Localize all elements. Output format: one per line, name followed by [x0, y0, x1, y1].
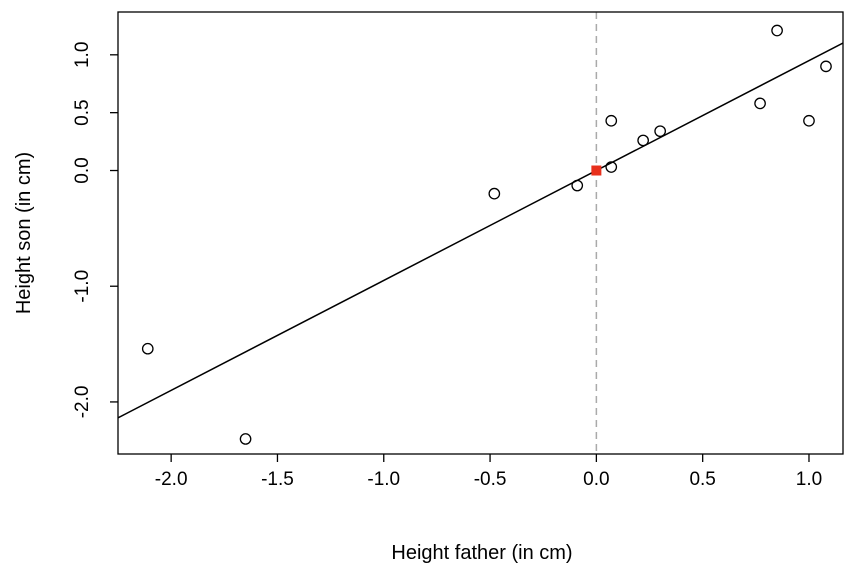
x-tick-label: 0.5	[689, 469, 715, 490]
x-tick-label: 1.0	[796, 469, 822, 490]
data-point	[239, 433, 252, 445]
data-point	[654, 125, 667, 138]
x-tick-label: 0.0	[583, 469, 609, 490]
data-point	[637, 134, 649, 147]
data-point	[771, 24, 783, 37]
x-tick-label: -1.5	[261, 469, 294, 490]
x-tick-label: -0.5	[474, 469, 507, 490]
x-axis-title: Height father (in cm)	[391, 542, 572, 564]
data-point	[820, 60, 832, 73]
data-point	[488, 187, 501, 200]
y-axis-title: Height son (in cm)	[13, 152, 35, 314]
y-tick-label: -1.0	[72, 270, 93, 303]
x-tick-label: -2.0	[155, 469, 188, 490]
y-tick-label: 0.0	[72, 157, 93, 183]
x-axis: -2.0 -1.5 -1.0 -0.5 0.0 0.5 1.0	[155, 454, 822, 490]
plot-frame	[117, 11, 844, 455]
x-tick-label: -1.0	[367, 469, 400, 490]
regression-line	[118, 42, 843, 419]
y-tick-label: 1.0	[72, 42, 93, 68]
data-point	[571, 179, 584, 192]
mean-point-marker	[591, 165, 602, 176]
data-point	[605, 161, 618, 173]
data-point	[803, 114, 815, 127]
y-tick-label: 0.5	[72, 99, 93, 125]
data-point	[605, 114, 618, 127]
data-point	[141, 342, 154, 355]
data-point	[754, 97, 766, 110]
y-tick-label: -2.0	[72, 386, 93, 419]
plot-area	[117, 11, 844, 455]
y-axis: -2.0 -1.0 0.0 0.5 1.0	[72, 42, 118, 419]
